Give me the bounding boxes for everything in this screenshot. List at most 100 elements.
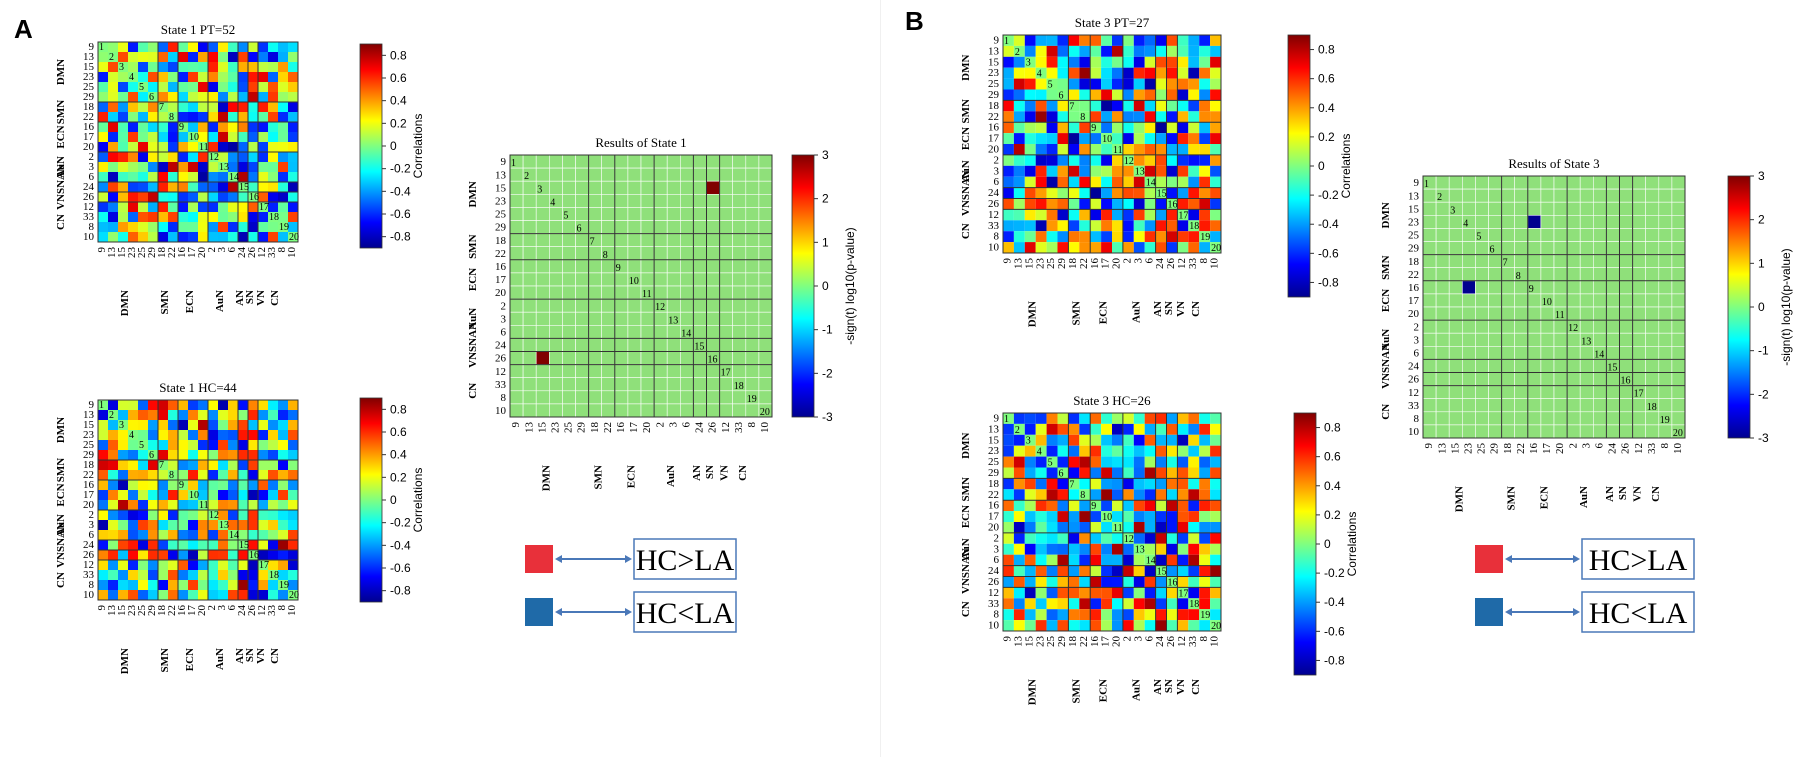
heatmap-cell — [118, 540, 128, 550]
legend-blue-swatch-b — [1475, 598, 1503, 626]
heatmap-cell — [1514, 359, 1529, 373]
heatmap-cell — [128, 430, 138, 440]
heatmap-cell — [1024, 565, 1036, 577]
heatmap-cell — [1177, 609, 1189, 621]
heatmap-cell — [1024, 434, 1036, 446]
heatmap-cell — [732, 272, 747, 287]
heatmap-cell — [1144, 242, 1156, 253]
x-tick-label: 23 — [1462, 443, 1474, 455]
heatmap-cell — [509, 364, 524, 379]
heatmap-cell — [1514, 228, 1529, 242]
heatmap-cell — [178, 490, 188, 500]
heatmap-cell — [1024, 543, 1036, 555]
heatmap-cell — [1090, 522, 1102, 533]
heatmap-cell — [1079, 598, 1091, 610]
heatmap-cell — [118, 520, 128, 530]
heatmap-cell — [1035, 445, 1047, 457]
heatmap-cell — [138, 42, 148, 52]
heatmap-cell — [1462, 332, 1476, 347]
heatmap-cell — [148, 182, 158, 192]
heatmap-cell — [238, 550, 248, 560]
heatmap-cell — [1003, 598, 1014, 610]
heatmap-cell — [614, 207, 629, 221]
heatmap-cell — [614, 311, 629, 326]
heatmap-cell — [1488, 293, 1502, 308]
x-tick-label: 18 — [1067, 636, 1079, 648]
heatmap-cell — [1671, 267, 1686, 282]
heatmap-cell — [1514, 332, 1529, 347]
heatmap-cell — [509, 180, 524, 195]
diagonal-number: 18 — [269, 212, 279, 223]
heatmap-cell — [1003, 609, 1014, 621]
heatmap-cell — [1566, 188, 1581, 203]
heatmap-cell — [1553, 385, 1568, 400]
heatmap-cell — [1013, 231, 1025, 243]
heatmap-cell — [128, 42, 138, 52]
x-tick-label: 9 — [1002, 258, 1014, 264]
heatmap-cell — [1122, 220, 1134, 232]
heatmap-cell — [719, 154, 733, 169]
heatmap-cell — [1144, 511, 1156, 522]
heatmap-cell — [218, 570, 228, 580]
heatmap-cell — [1199, 467, 1211, 479]
heatmap-cell — [1606, 280, 1620, 295]
heatmap-cell — [148, 480, 158, 490]
heatmap-cell — [258, 62, 268, 72]
heatmap-cell — [1079, 154, 1091, 166]
heatmap-cell — [1501, 424, 1515, 439]
heatmap-cell — [1057, 532, 1069, 544]
heatmap-cell — [198, 162, 208, 172]
heatmap-cell — [208, 62, 218, 72]
heatmap-cell — [1003, 56, 1014, 68]
heatmap-cell — [248, 460, 258, 470]
x-tick-label: 13 — [1013, 258, 1025, 270]
heatmap-cell — [1101, 554, 1112, 566]
heatmap-cell — [1177, 445, 1189, 457]
network-label-y: SMN — [55, 458, 67, 483]
heatmap-cell — [1210, 423, 1221, 435]
heatmap-cell — [1046, 198, 1058, 210]
heatmap-cell — [1210, 198, 1221, 210]
heatmap-cell — [1540, 372, 1555, 386]
heatmap-cell — [1579, 293, 1594, 308]
heatmap-cell — [188, 192, 198, 202]
heatmap-cell — [208, 510, 218, 520]
heatmap-cell — [1210, 56, 1221, 68]
heatmap-cell — [98, 530, 108, 540]
heatmap-cell — [178, 112, 188, 122]
heatmap-cell — [1658, 424, 1673, 439]
heatmap-cell — [1101, 165, 1112, 177]
heatmap-cell — [148, 560, 158, 570]
heatmap-cell — [1177, 598, 1189, 610]
y-tick-label: 33 — [83, 211, 95, 223]
heatmap-cell — [198, 42, 208, 52]
heatmap-cell — [1540, 359, 1555, 373]
x-tick-label: 33 — [733, 422, 745, 434]
heatmap-cell — [1488, 306, 1502, 321]
heatmap-cell — [258, 102, 268, 112]
heatmap-cell — [1024, 209, 1036, 221]
x-tick-label: 2 — [654, 422, 666, 428]
heatmap-cell — [1540, 332, 1555, 347]
heatmap-cell — [108, 410, 118, 420]
diagonal-number: 20 — [760, 407, 770, 418]
heatmap-cell — [1101, 144, 1112, 155]
heatmap-cell — [601, 180, 616, 195]
heatmap-cell — [1553, 398, 1568, 413]
y-tick-label: 33 — [1408, 400, 1420, 412]
matrix-title: State 1 HC=44 — [159, 380, 237, 395]
heatmap-cell — [248, 82, 258, 92]
heatmap-cell — [732, 285, 747, 300]
heatmap-cell — [1122, 242, 1134, 253]
heatmap-cell — [1101, 231, 1112, 243]
heatmap-cell — [278, 440, 288, 450]
heatmap-cell — [148, 450, 158, 460]
heatmap-cell — [1122, 144, 1134, 155]
heatmap-cell — [1057, 187, 1069, 199]
heatmap-cell — [548, 220, 563, 234]
x-tick-label: 2 — [1122, 258, 1134, 264]
heatmap-cell — [118, 112, 128, 122]
heatmap-cell — [258, 152, 268, 162]
heatmap-cell — [706, 259, 720, 274]
heatmap-cell — [1122, 434, 1134, 446]
